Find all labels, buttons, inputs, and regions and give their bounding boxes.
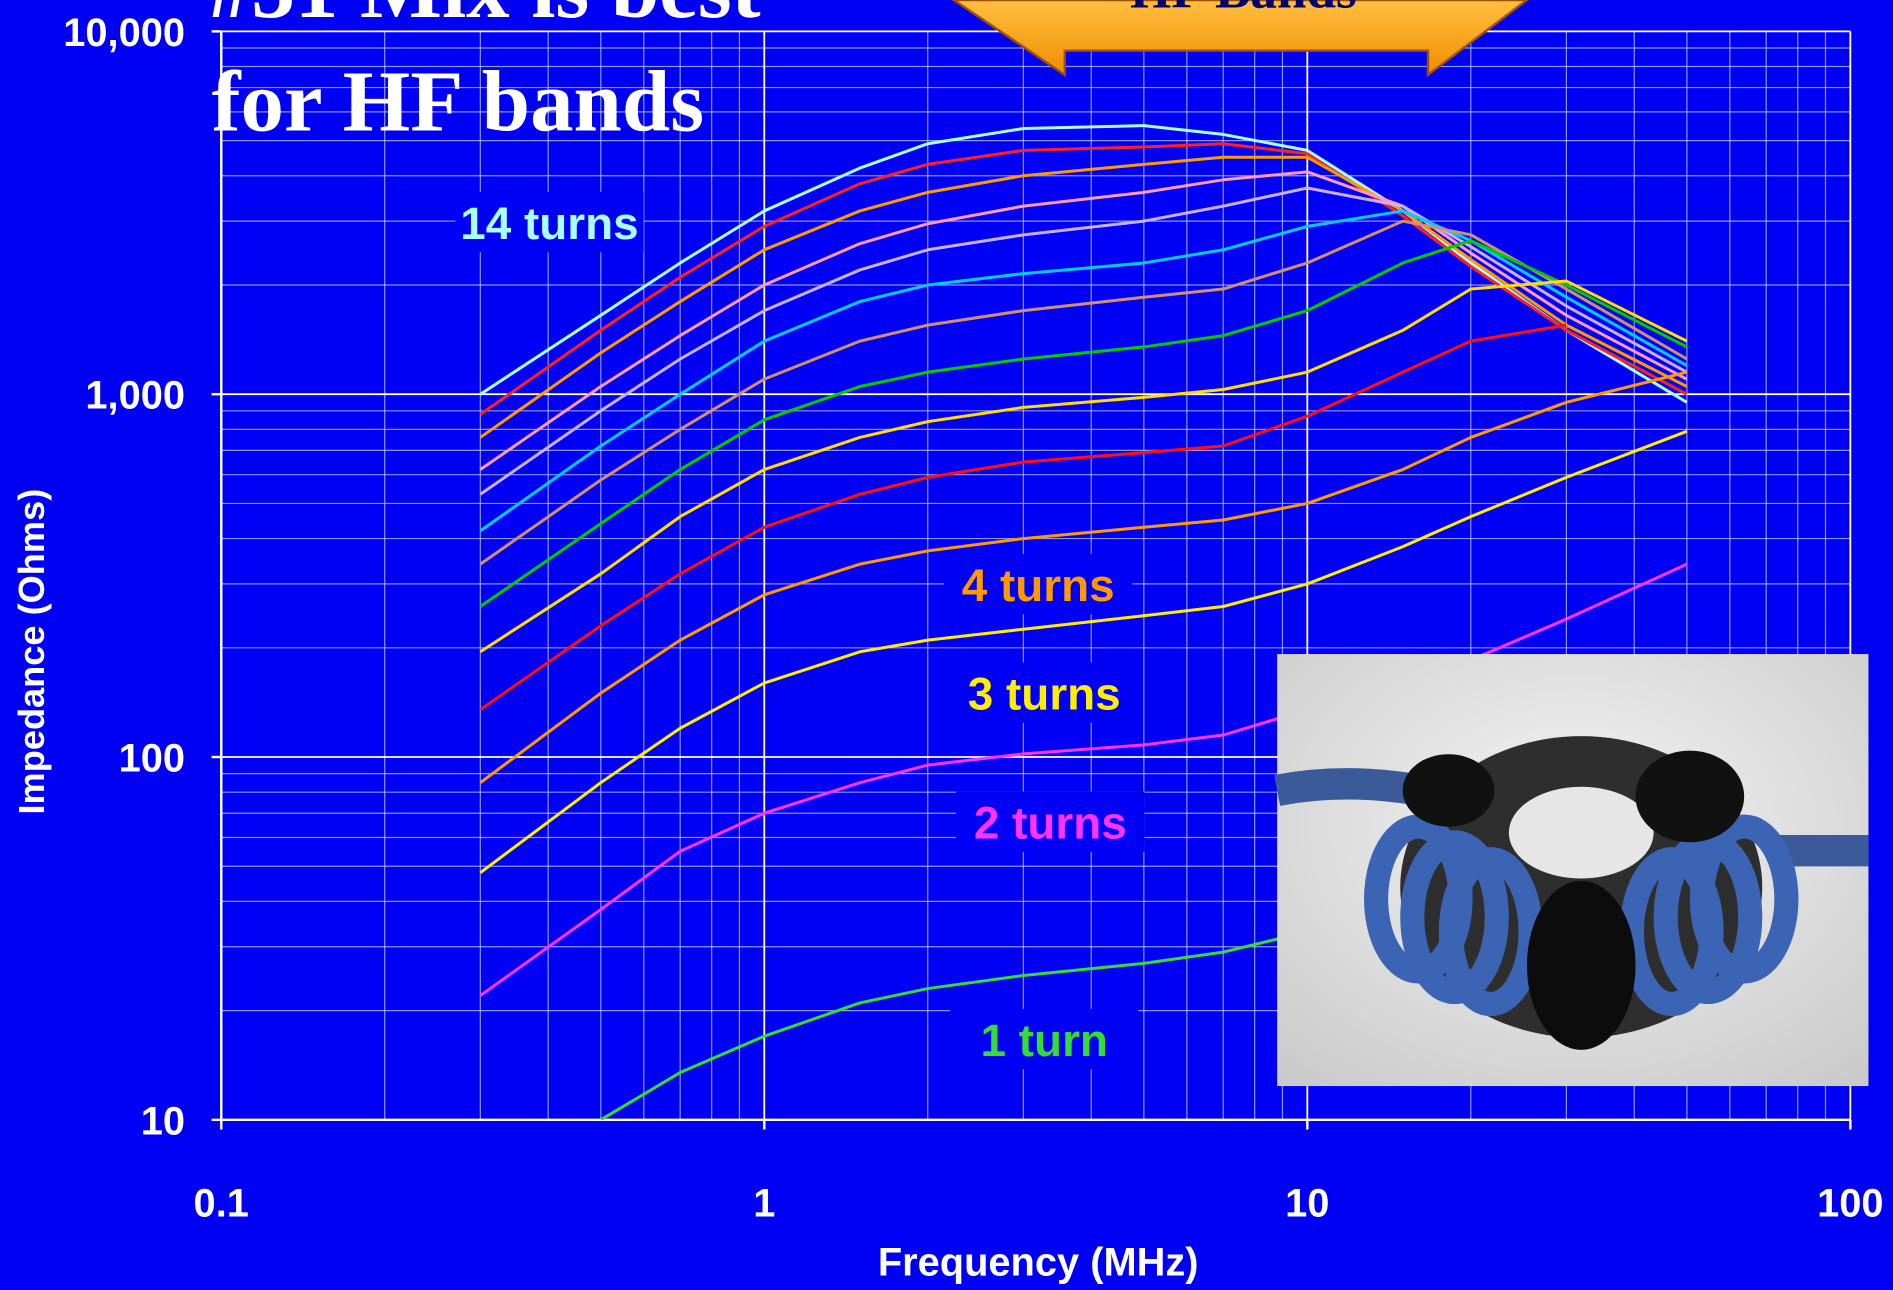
series-labels: 14 turns 4 turns 3 turns 2 turns 1 turn <box>455 191 1145 1070</box>
series-line <box>479 429 1688 874</box>
toroid-hole <box>1508 786 1654 879</box>
label-background <box>956 791 1145 852</box>
series-line <box>479 219 1688 566</box>
series-line <box>479 323 1567 711</box>
x-tick-label: 1 <box>753 1181 775 1225</box>
series-line <box>479 186 1688 496</box>
y-axis-label: Impedance (Ohms) <box>11 489 52 815</box>
y-tick-label: 10,000 <box>63 11 185 55</box>
toroid-photo <box>1274 654 1869 1087</box>
y-tick-label: 10 <box>141 1099 185 1143</box>
tape <box>1526 880 1636 1050</box>
label-background <box>950 662 1139 723</box>
series-label: 3 turns <box>968 668 1121 720</box>
chart-title: for HF bands <box>212 53 704 149</box>
x-tick-label: 0.1 <box>194 1181 249 1225</box>
series-label: 14 turns <box>460 197 638 249</box>
label-background <box>950 1008 1139 1070</box>
lines <box>479 124 1688 1120</box>
label-background <box>944 553 1133 615</box>
series-line <box>479 209 1688 533</box>
hf-band-arrow <box>951 0 1529 78</box>
x-tick-label: 100 <box>1817 1181 1883 1225</box>
series-label: 2 turns <box>974 797 1127 849</box>
arrow-label: HF Bands <box>1130 0 1357 19</box>
windings <box>1364 814 1799 1017</box>
tape <box>1402 754 1495 827</box>
series-line <box>479 124 1688 404</box>
series-line <box>479 142 1688 416</box>
series-line <box>599 908 1404 1120</box>
series-line <box>479 279 1688 654</box>
series-line <box>479 370 1688 784</box>
y-tick-label: 100 <box>119 737 185 781</box>
series-label: 1 turn <box>981 1014 1108 1066</box>
title-line-1: #31 Mix is best <box>208 0 761 36</box>
x-axis-label: Frequency (MHz) <box>878 1241 1199 1285</box>
y-tick-label: 1,000 <box>85 374 185 418</box>
label-background <box>455 191 644 253</box>
series-line <box>479 239 1688 608</box>
series-label: 4 turns <box>962 559 1115 611</box>
x-tick-label: 10 <box>1285 1181 1329 1225</box>
series-line <box>479 155 1688 439</box>
tape <box>1635 750 1745 843</box>
